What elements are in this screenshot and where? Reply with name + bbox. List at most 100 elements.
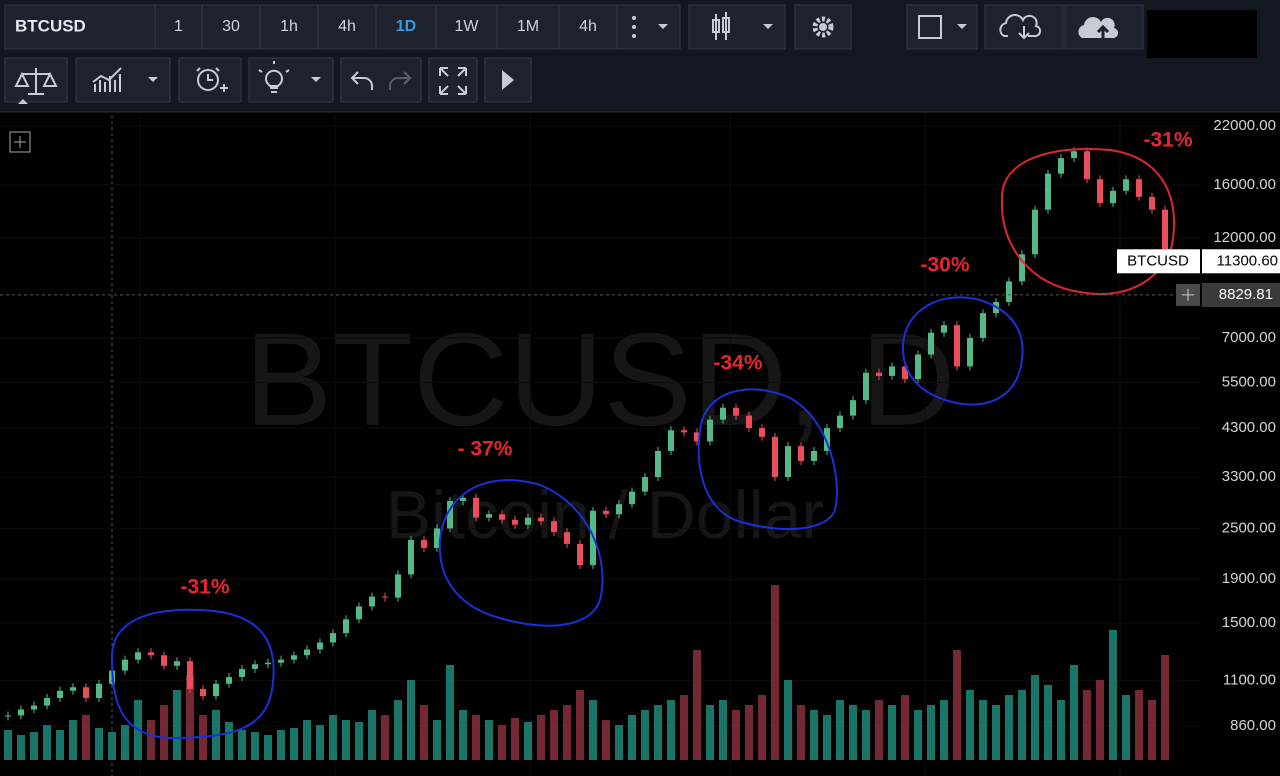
candle <box>655 450 661 478</box>
chart-area <box>0 112 1280 776</box>
drawdown-label: -30% <box>920 254 969 277</box>
volume-bar <box>17 735 25 760</box>
drawdown-label: -31% <box>1143 129 1192 152</box>
volume-bar <box>680 695 688 760</box>
arrow <box>1096 24 1110 40</box>
volume-bar <box>732 710 740 760</box>
symbol-tag: BTCUSD <box>1127 252 1189 269</box>
redacted-box <box>1147 10 1257 58</box>
fullscreen-icon <box>439 67 467 95</box>
circles <box>110 148 1175 740</box>
volume-bar <box>992 705 1000 760</box>
candle <box>96 683 102 698</box>
volume-bar <box>576 690 584 760</box>
candle <box>434 528 440 548</box>
volume-bar <box>615 725 623 760</box>
volume-bar <box>914 710 922 760</box>
more-intervals[interactable] <box>616 4 681 50</box>
interval-button[interactable] <box>375 4 437 50</box>
symbol-tag-box <box>1117 249 1200 274</box>
interval-label: 1 <box>174 18 183 35</box>
candle <box>317 642 323 650</box>
candle <box>200 688 206 697</box>
candle <box>967 337 973 367</box>
volume-bar <box>966 690 974 760</box>
candle <box>928 332 934 355</box>
y-tick-label: 16000.00 <box>1213 176 1276 193</box>
candle <box>161 655 167 666</box>
candle <box>239 668 245 678</box>
candle <box>343 619 349 634</box>
volume-bar <box>485 720 493 760</box>
interval-group: 1 30 1h 4h 1D 1W 1M 4h <box>154 4 618 50</box>
volume-bar <box>862 710 870 760</box>
interval-button[interactable] <box>317 4 377 50</box>
caret <box>148 77 158 82</box>
volume-bar <box>238 730 246 760</box>
volume-bar <box>95 728 103 760</box>
candle <box>395 574 401 598</box>
fullscreen[interactable] <box>428 57 478 103</box>
interval-label: 30 <box>222 18 240 35</box>
y-tick-label: 1900.00 <box>1222 570 1276 587</box>
candle <box>1097 179 1103 204</box>
interval-button[interactable] <box>259 4 319 50</box>
volume-bar <box>420 705 428 760</box>
interval-button[interactable] <box>496 4 560 50</box>
candle <box>733 407 739 416</box>
candle <box>31 705 37 710</box>
candle <box>551 521 557 533</box>
symbol-button[interactable] <box>4 4 156 50</box>
volume-bar <box>550 710 558 760</box>
volume-bar <box>4 730 12 760</box>
interval-button[interactable] <box>558 4 618 50</box>
y-tick-label: 1500.00 <box>1222 614 1276 631</box>
candle <box>1162 209 1168 250</box>
candle <box>304 649 310 656</box>
chart-style[interactable] <box>688 4 786 50</box>
volume-bar <box>1148 700 1156 760</box>
candle <box>629 491 635 505</box>
ideas[interactable] <box>248 57 334 103</box>
candle <box>759 428 765 437</box>
volume-bar <box>342 720 350 760</box>
volume-bar <box>1018 690 1026 760</box>
candle <box>1019 254 1025 282</box>
circle <box>1000 148 1175 296</box>
caret <box>763 24 773 29</box>
volume-bar <box>368 710 376 760</box>
candle <box>512 519 518 525</box>
volume-bar <box>953 650 961 760</box>
volume-bar <box>745 705 753 760</box>
interval-label: 1W <box>455 18 480 35</box>
candle <box>668 430 674 451</box>
circle <box>901 296 1024 406</box>
volume-bar <box>1096 680 1104 760</box>
volume-bar <box>1161 655 1169 760</box>
annotations: -31% - 37% -34% -30% -31% <box>180 129 1192 599</box>
indicators[interactable] <box>75 57 171 103</box>
volume-bar <box>1031 675 1039 760</box>
volume-bar <box>589 700 597 760</box>
volume-bar <box>784 680 792 760</box>
symbol: BTCUSD <box>15 16 86 35</box>
y-tick-label: 3300.00 <box>1222 468 1276 485</box>
volume-bar <box>940 700 948 760</box>
interval-button[interactable] <box>435 4 498 50</box>
candle <box>135 652 141 660</box>
crosshair-price: 8829.81 <box>1219 286 1273 303</box>
candle <box>278 659 284 663</box>
cloud-down-icon <box>999 14 1042 40</box>
watermark: BTCUSD, D <box>244 306 955 453</box>
volume-bar <box>69 720 77 760</box>
add-button[interactable] <box>9 131 31 153</box>
alarm-icon <box>197 69 219 91</box>
crosshair-price-box <box>1202 282 1280 307</box>
volume-bar <box>888 705 896 760</box>
y-tick-label: 12000.00 <box>1213 229 1276 246</box>
candle <box>811 450 817 461</box>
volume-bar <box>316 725 324 760</box>
play-icon <box>502 70 514 90</box>
candle <box>57 690 63 698</box>
